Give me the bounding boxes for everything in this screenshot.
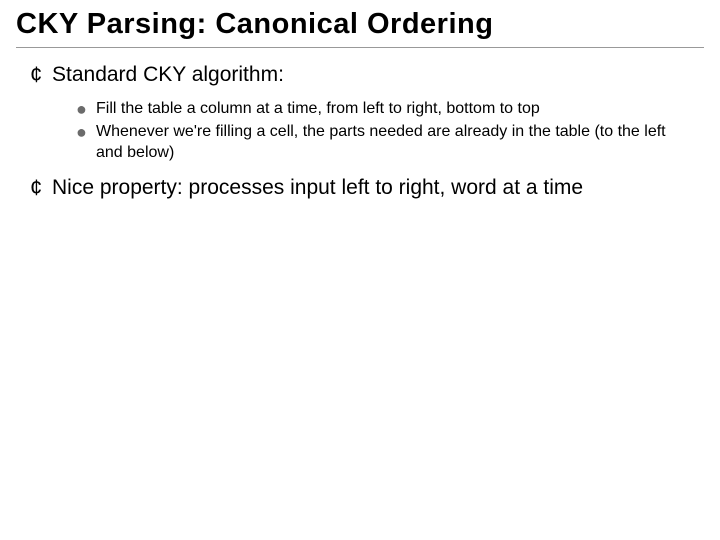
list-subitem-text: Fill the table a column at a time, from …	[96, 98, 540, 119]
list-subitem-text: Whenever we're filling a cell, the parts…	[96, 121, 666, 163]
list-item: ¢ Nice property: processes input left to…	[30, 175, 704, 201]
bullet-l1-icon: ¢	[30, 175, 52, 201]
title-rule	[16, 47, 704, 48]
bullet-l2-icon: ●	[76, 122, 96, 143]
slide-title: CKY Parsing: Canonical Ordering	[16, 8, 704, 41]
bullet-l1-icon: ¢	[30, 62, 52, 88]
list-subitem: ● Fill the table a column at a time, fro…	[76, 98, 704, 119]
list-item-text: Standard CKY algorithm:	[52, 62, 284, 88]
list-item: ¢ Standard CKY algorithm:	[30, 62, 704, 88]
bullet-l2-icon: ●	[76, 99, 96, 120]
list-item-text: Nice property: processes input left to r…	[52, 175, 583, 201]
spacer	[16, 165, 704, 175]
slide: CKY Parsing: Canonical Ordering ¢ Standa…	[0, 0, 720, 540]
list-subitem: ● Whenever we're filling a cell, the par…	[76, 121, 704, 163]
